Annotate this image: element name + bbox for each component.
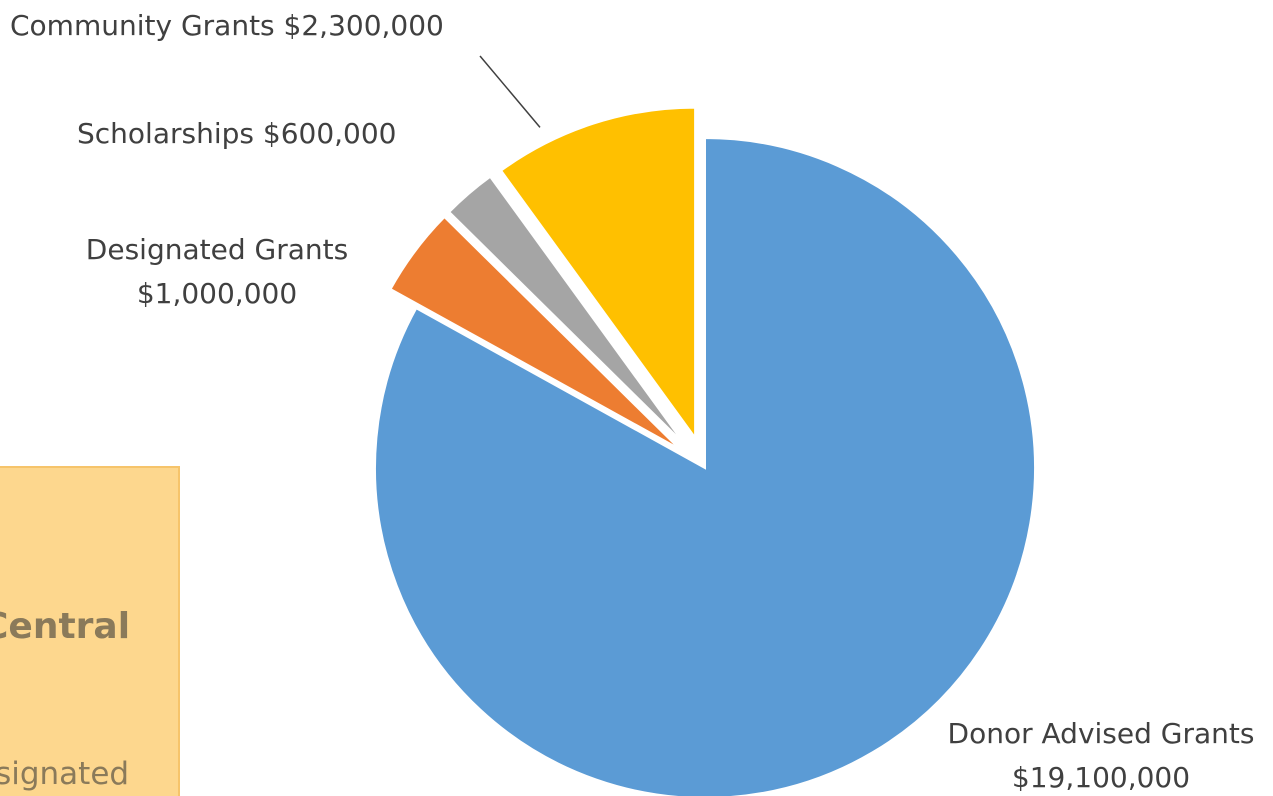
label-community-grants-name: Community Grants: [10, 9, 275, 42]
pie-slice-designated-grants: [389, 215, 681, 450]
label-scholarships-name: Scholarships: [77, 117, 254, 150]
side-panel-title: Central: [0, 606, 131, 647]
side-panel-text: esignated: [0, 756, 130, 792]
label-scholarships: Scholarships $600,000: [77, 112, 396, 156]
side-panel: Central esignated: [0, 466, 180, 796]
label-community-grants-value: $2,300,000: [283, 9, 444, 42]
pie-slice-donor-advised-grants: [374, 136, 1036, 796]
label-community-grants: Community Grants $2,300,000: [10, 4, 444, 48]
label-designated-grants-value: $1,000,000: [136, 277, 298, 310]
pie-slice-scholarships: [447, 175, 685, 445]
pie-slice-community-grants: [499, 106, 697, 441]
label-designated-grants: Designated Grants $1,000,000: [66, 228, 368, 316]
label-designated-grants-name: Designated Grants: [85, 233, 349, 266]
label-donor-advised-grants-name: Donor Advised Grants: [947, 717, 1255, 750]
leader-line-community-grants: [479, 55, 541, 128]
label-donor-advised-grants: Donor Advised Grants $19,100,000: [932, 712, 1270, 796]
label-donor-advised-grants-value: $19,100,000: [1011, 761, 1191, 794]
label-scholarships-value: $600,000: [262, 117, 397, 150]
